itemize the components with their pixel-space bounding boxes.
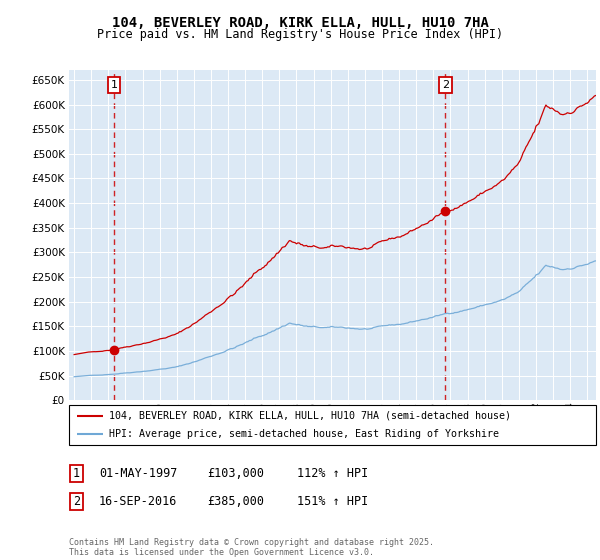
Text: 151% ↑ HPI: 151% ↑ HPI bbox=[297, 494, 368, 508]
Text: 16-SEP-2016: 16-SEP-2016 bbox=[99, 494, 178, 508]
Text: 1: 1 bbox=[73, 466, 80, 480]
Text: Price paid vs. HM Land Registry's House Price Index (HPI): Price paid vs. HM Land Registry's House … bbox=[97, 28, 503, 41]
Text: 2: 2 bbox=[73, 494, 80, 508]
Text: £103,000: £103,000 bbox=[207, 466, 264, 480]
Text: 2: 2 bbox=[442, 80, 449, 90]
Text: 112% ↑ HPI: 112% ↑ HPI bbox=[297, 466, 368, 480]
Text: Contains HM Land Registry data © Crown copyright and database right 2025.
This d: Contains HM Land Registry data © Crown c… bbox=[69, 538, 434, 557]
Text: HPI: Average price, semi-detached house, East Riding of Yorkshire: HPI: Average price, semi-detached house,… bbox=[109, 430, 499, 439]
Text: 104, BEVERLEY ROAD, KIRK ELLA, HULL, HU10 7HA (semi-detached house): 104, BEVERLEY ROAD, KIRK ELLA, HULL, HU1… bbox=[109, 411, 511, 421]
Text: 1: 1 bbox=[110, 80, 118, 90]
Text: 104, BEVERLEY ROAD, KIRK ELLA, HULL, HU10 7HA: 104, BEVERLEY ROAD, KIRK ELLA, HULL, HU1… bbox=[112, 16, 488, 30]
Text: £385,000: £385,000 bbox=[207, 494, 264, 508]
Text: 01-MAY-1997: 01-MAY-1997 bbox=[99, 466, 178, 480]
